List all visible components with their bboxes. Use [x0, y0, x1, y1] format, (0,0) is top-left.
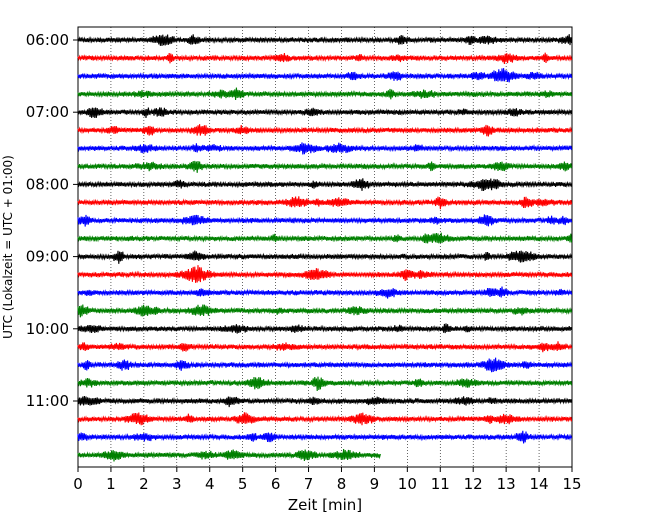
y-tick-label: 09:00 [26, 248, 69, 266]
x-tick-label: 10 [398, 475, 417, 493]
x-axis-ticks: 0 1 2 3 4 5 6 7 8 9 10 11 12 13 14 15 [73, 467, 582, 493]
trace-0715 [77, 124, 573, 137]
trace-1100 [77, 395, 573, 408]
trace-0900 [77, 250, 573, 264]
trace-1045 [77, 376, 573, 392]
x-tick-label: 8 [337, 475, 347, 493]
x-tick-label: 14 [530, 475, 549, 493]
x-tick-label: 1 [106, 475, 116, 493]
y-tick-label: 07:00 [26, 103, 69, 121]
trace-0915 [77, 265, 573, 283]
x-axis-label: Zeit [min] [288, 496, 362, 514]
trace-1115 [77, 412, 573, 426]
x-tick-label: 15 [562, 475, 581, 493]
y-axis-ticks: 06:00 07:00 08:00 09:00 10:00 11:00 [26, 31, 78, 410]
trace-0845 [77, 232, 573, 244]
x-tick-label: 4 [205, 475, 215, 493]
trace-0630 [77, 68, 573, 83]
traces-group [77, 34, 573, 462]
trace-1000 [77, 323, 573, 334]
x-tick-label: 13 [497, 475, 516, 493]
trace-1130 [77, 430, 573, 444]
x-tick-label: 3 [172, 475, 182, 493]
trace-0800 [77, 178, 573, 192]
trace-0615 [77, 52, 573, 64]
trace-0945 [77, 304, 573, 318]
trace-0815 [77, 196, 573, 210]
y-tick-label: 08:00 [26, 175, 69, 193]
trace-0645 [77, 87, 573, 101]
plot-frame [77, 26, 573, 468]
vertical-grid [110, 27, 540, 467]
trace-1145 [77, 449, 381, 462]
trace-1030 [77, 357, 573, 373]
x-tick-label: 0 [73, 475, 83, 493]
trace-0830 [77, 214, 573, 227]
trace-0600 [77, 34, 573, 46]
y-tick-label: 06:00 [26, 31, 69, 49]
trace-1015 [77, 341, 573, 353]
x-tick-label: 12 [464, 475, 483, 493]
trace-0745 [77, 160, 573, 173]
x-tick-label: 11 [431, 475, 450, 493]
trace-0700 [77, 107, 573, 119]
y-tick-label: 10:00 [26, 320, 69, 338]
x-tick-label: 7 [304, 475, 314, 493]
trace-0930 [77, 286, 573, 299]
x-tick-label: 5 [238, 475, 248, 493]
y-axis-label: UTC (Lokalzeit = UTC + 01:00) [1, 155, 15, 339]
y-tick-label: 11:00 [26, 392, 69, 410]
x-tick-label: 2 [139, 475, 149, 493]
x-tick-label: 9 [370, 475, 380, 493]
trace-0730 [77, 142, 573, 155]
x-tick-label: 6 [271, 475, 281, 493]
